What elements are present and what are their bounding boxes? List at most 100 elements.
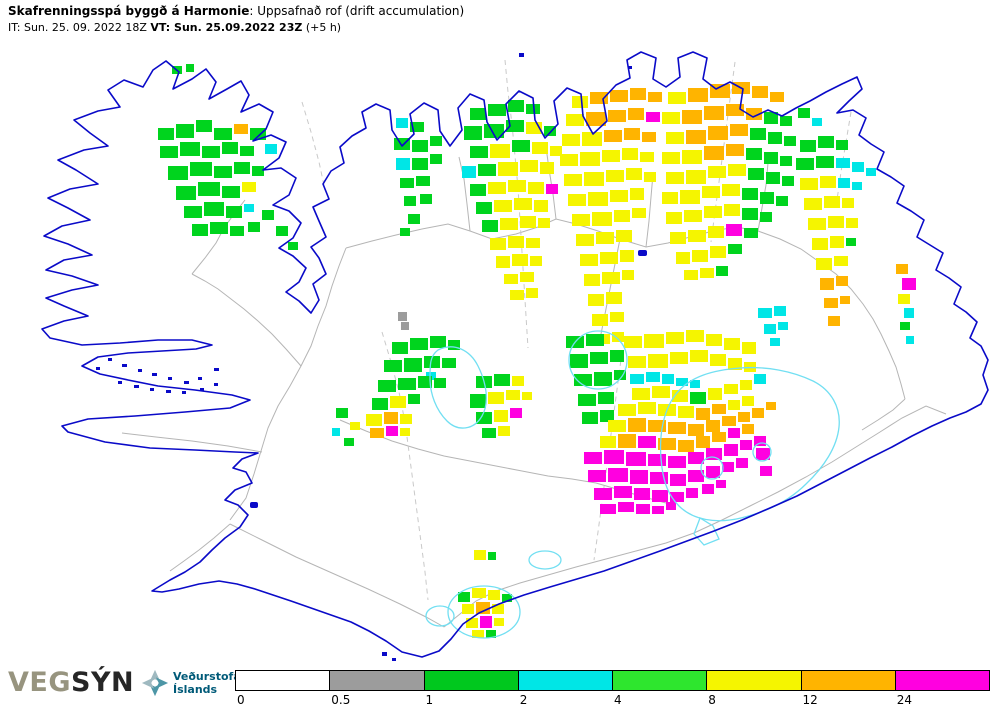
drift-cell xyxy=(504,274,518,284)
drift-cell xyxy=(400,414,412,424)
drift-cell xyxy=(401,322,409,330)
drift-cell xyxy=(728,400,740,410)
drift-cell xyxy=(572,96,588,108)
drift-cell xyxy=(488,104,506,116)
drift-cell xyxy=(662,112,680,124)
drift-cell xyxy=(512,140,530,152)
drift-cell xyxy=(904,308,914,318)
init-time: IT: Sun. 25. 09. 2022 18Z xyxy=(8,21,151,34)
drift-cell xyxy=(602,272,620,284)
drift-cell xyxy=(550,146,562,156)
valid-time: VT: Sun. 25.09.2022 23Z xyxy=(150,21,303,34)
drift-cell xyxy=(668,422,686,434)
drift-cell xyxy=(744,228,758,238)
drift-cell xyxy=(424,356,440,368)
drift-cell xyxy=(696,436,710,448)
drift-cell xyxy=(902,278,916,290)
drift-cell xyxy=(610,190,628,202)
drift-cell xyxy=(400,178,414,188)
drift-cell xyxy=(248,222,260,232)
drift-cell xyxy=(472,630,484,638)
drift-cell xyxy=(192,224,208,236)
drift-cell xyxy=(634,488,650,500)
legend-segment-1: 1 xyxy=(423,670,519,707)
drift-cell xyxy=(486,630,496,638)
drift-cell xyxy=(638,402,656,414)
legend-segment-4: 4 xyxy=(612,670,708,707)
drift-cell xyxy=(566,114,584,126)
drift-cell xyxy=(686,130,706,144)
drift-cell xyxy=(420,194,432,204)
drift-cell xyxy=(712,432,726,442)
drift-cell xyxy=(598,392,614,404)
legend-segment-8: 8 xyxy=(706,670,802,707)
drift-cell xyxy=(770,338,780,346)
drift-cell xyxy=(378,380,396,392)
drift-cell xyxy=(688,88,708,102)
drift-cell xyxy=(764,324,776,334)
lead-time: (+5 h) xyxy=(302,21,342,34)
drift-cell xyxy=(666,132,684,144)
drift-cell xyxy=(690,392,706,404)
drift-cell xyxy=(828,216,844,228)
drift-cell xyxy=(636,504,650,514)
drift-cell xyxy=(742,208,758,220)
drift-cell xyxy=(754,436,766,446)
drift-cell xyxy=(158,128,174,140)
legend-label: 8 xyxy=(708,693,716,707)
drift-cell xyxy=(332,428,340,436)
drift-cell xyxy=(898,294,910,304)
drift-cell xyxy=(684,270,698,280)
drift-cell xyxy=(760,212,772,222)
drift-cell xyxy=(780,156,792,166)
drift-cell xyxy=(560,154,578,166)
drift-cell xyxy=(782,176,794,186)
drift-cell xyxy=(670,474,686,486)
drift-cell xyxy=(652,490,668,502)
drift-cell xyxy=(276,226,288,236)
map-times: IT: Sun. 25. 09. 2022 18Z VT: Sun. 25.09… xyxy=(8,21,464,34)
drift-cell xyxy=(462,604,474,614)
drift-cell xyxy=(626,452,646,466)
legend-label: 12 xyxy=(802,693,818,707)
drift-cell xyxy=(662,192,678,204)
vedurstofa-logo: Veðurstofa Íslands xyxy=(141,669,241,697)
drift-cell xyxy=(600,504,616,514)
drift-cell xyxy=(736,458,748,468)
legend-label: 0 xyxy=(237,693,245,707)
drift-cell xyxy=(252,166,264,176)
drift-cell xyxy=(740,440,752,450)
drift-cell xyxy=(628,356,646,368)
drift-cell xyxy=(540,162,554,174)
drift-cell xyxy=(684,210,702,222)
drift-cell xyxy=(604,450,624,464)
drift-cell xyxy=(180,142,200,156)
drift-cell xyxy=(614,370,626,380)
drift-cell xyxy=(576,234,594,246)
drift-cell xyxy=(644,172,656,182)
drift-cell xyxy=(400,428,410,436)
drift-cell xyxy=(506,120,524,132)
drift-cell xyxy=(222,186,240,198)
vegsyn-logo-part1: VEG xyxy=(8,667,72,698)
drift-cell xyxy=(528,182,544,194)
coastline xyxy=(41,51,989,658)
drift-cell xyxy=(670,352,688,364)
drift-cell xyxy=(522,392,532,400)
drift-cell xyxy=(366,414,382,426)
vedurstofa-line1: Veðurstofa xyxy=(173,670,241,683)
drift-cell xyxy=(758,308,772,318)
vegsyn-logo-part2: SÝN xyxy=(71,667,135,698)
drift-cell xyxy=(590,92,608,104)
legend-segment-24: 24 xyxy=(894,670,990,707)
drift-cell xyxy=(618,502,634,512)
drift-cell xyxy=(704,146,724,160)
vedurstofa-line2: Íslands xyxy=(173,683,218,696)
drift-cell xyxy=(728,428,740,438)
drift-cell xyxy=(726,224,742,236)
drift-cell xyxy=(770,92,784,102)
drift-cell xyxy=(630,88,646,100)
drift-cell xyxy=(750,128,766,140)
drift-cell xyxy=(618,434,636,448)
drift-cell xyxy=(648,454,666,466)
